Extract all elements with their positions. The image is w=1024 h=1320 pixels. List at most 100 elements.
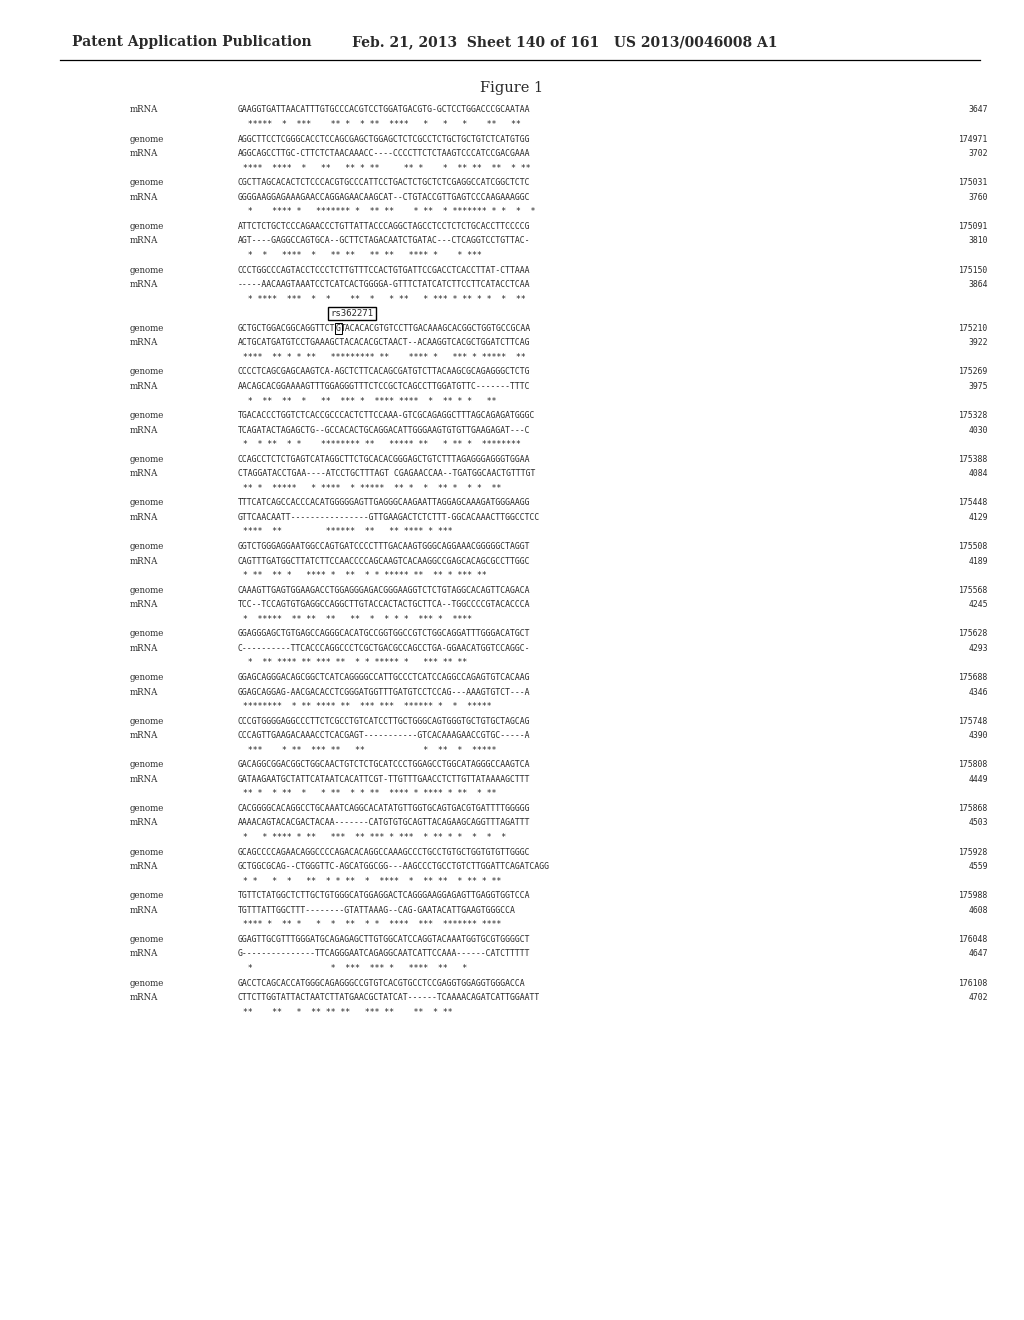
Text: 4129: 4129 [969,513,988,521]
Text: G---------------TTCAGGGAATCAGAGGCAATCATTCCAAA------CATCTTTTT: G---------------TTCAGGGAATCAGAGGCAATCATT… [238,949,530,958]
Text: genome: genome [130,178,165,187]
Text: CCCCTCAGCGAGCAAGTCA-AGCTCTTCACAGCGATGTCTTACAAGCGCAGAGGGCTCTG: CCCCTCAGCGAGCAAGTCA-AGCTCTTCACAGCGATGTCT… [238,367,530,376]
Text: CTAGGATACCTGAA----ATCCTGCTTTAGT CGAGAACCAA--TGATGGCAACTGTTTGT: CTAGGATACCTGAA----ATCCTGCTTTAGT CGAGAACC… [238,469,536,478]
Text: 4189: 4189 [969,557,988,565]
Text: mRNA: mRNA [130,818,159,828]
Text: GACCTCAGCACCATGGGCAGAGGGCCGTGTCACGTGCCTCCGAGGTGGAGGTGGGACCA: GACCTCAGCACCATGGGCAGAGGGCCGTGTCACGTGCCTC… [238,978,525,987]
Text: 175628: 175628 [958,630,988,639]
Text: 4702: 4702 [969,993,988,1002]
Text: 3760: 3760 [969,193,988,202]
Text: GGAGGGAGCTGTGAGCCAGGGCACATGCCGGTGGCCGTCTGGCAGGATTTGGGACATGCT: GGAGGGAGCTGTGAGCCAGGGCACATGCCGGTGGCCGTCT… [238,630,530,639]
Text: mRNA: mRNA [130,106,159,115]
Text: 175988: 175988 [958,891,988,900]
Text: mRNA: mRNA [130,425,159,434]
Text: mRNA: mRNA [130,381,159,391]
Text: 4647: 4647 [969,949,988,958]
Text: ATTCTCTGCTCCCAGAACCCTGTTATTACCCAGGCTAGCCTCCTCTCTGCACCTTCCCCG: ATTCTCTGCTCCCAGAACCCTGTTATTACCCAGGCTAGCC… [238,222,530,231]
Text: *                *  ***  *** *   ****  **   *: * * *** *** * **** ** * [238,964,467,973]
Text: CCCTGGCCCAGTACCTCCCTCTTGTTTCCACTGTGATTCCGACCTCACCTTAT-CTTAAA: CCCTGGCCCAGTACCTCCCTCTTGTTTCCACTGTGATTCC… [238,265,530,275]
Text: 175808: 175808 [958,760,988,770]
Text: 175328: 175328 [958,411,988,420]
Text: genome: genome [130,847,165,857]
Text: GCTGCTGGACGGCAGGTTCT: GCTGCTGGACGGCAGGTTCT [238,323,336,333]
Text: GGAGTTGCGTTTGGGATGCAGAGAGCTTGTGGCATCCAGGTACAAATGGTGCGTGGGGCT: GGAGTTGCGTTTGGGATGCAGAGAGCTTGTGGCATCCAGG… [238,935,530,944]
Text: mRNA: mRNA [130,993,159,1002]
Text: CTTCTTGGTATTACTAATCTTATGAACGCTATCAT------TCAAAACAGATCATTGGAATT: CTTCTTGGTATTACTAATCTTATGAACGCTATCAT-----… [238,993,541,1002]
Text: CACGGGGCACAGGCCTGCAAATCAGGCACATATGTTGGTGCAGTGACGTGATTTTGGGGG: CACGGGGCACAGGCCTGCAAATCAGGCACATATGTTGGTG… [238,804,530,813]
Text: mRNA: mRNA [130,236,159,246]
Text: 175868: 175868 [958,804,988,813]
Text: genome: genome [130,717,165,726]
Text: ********  * ** **** **  *** ***  ****** *  *  *****: ******** * ** **** ** *** *** ****** * *… [238,702,492,711]
Text: **** *  ** *   *  *  **  * *  ****  ***  ******* ****: **** * ** * * * ** * * **** *** ******* … [238,920,502,929]
Text: genome: genome [130,673,165,682]
Text: TGTTCTATGGCTCTTGCTGTGGGCATGGAGGACTCAGGGAAGGAGAGTTGAGGTGGTCCA: TGTTCTATGGCTCTTGCTGTGGGCATGGAGGACTCAGGGA… [238,891,530,900]
Text: genome: genome [130,367,165,376]
Text: Feb. 21, 2013  Sheet 140 of 161   US 2013/0046008 A1: Feb. 21, 2013 Sheet 140 of 161 US 2013/0… [352,36,777,49]
Text: 3647: 3647 [969,106,988,115]
Text: genome: genome [130,804,165,813]
Text: *  *****  ** **  **   **  *  * * *  *** *  ****: * ***** ** ** ** ** * * * * *** * **** [238,615,472,624]
Text: *  **  **  *   **  *** *  **** ****  *  ** * *   **: * ** ** * ** *** * **** **** * ** * * ** [238,396,497,405]
Text: 4559: 4559 [969,862,988,871]
Text: ****  ****  *   **   ** * **     ** *    *  ** **  **  * **: **** **** * ** ** * ** ** * * ** ** ** *… [238,164,530,173]
Text: *   * **** * **   ***  ** *** * ***  * ** * *  *  *  *: * * **** * ** *** ** *** * *** * ** * * … [238,833,506,842]
Text: GGAGCAGGAG-AACGACACCTCGGGATGGTTTGATGTCCTCCAG---AAAGTGTCT---A: GGAGCAGGAG-AACGACACCTCGGGATGGTTTGATGTCCT… [238,688,530,697]
Text: genome: genome [130,891,165,900]
Text: mRNA: mRNA [130,601,159,610]
Text: 176108: 176108 [958,978,988,987]
Text: 175269: 175269 [958,367,988,376]
Text: ** *  * **  *   * **  * * **  **** * **** * **  * **: ** * * ** * * ** * * ** **** * **** * **… [238,789,497,799]
Text: CAGTTTGATGGCTTATCTTCCAACCCCAGCAAGTCACAAGGCCGAGCACAGCGCCTTGGC: CAGTTTGATGGCTTATCTTCCAACCCCAGCAAGTCACAAG… [238,557,530,565]
Text: **    **   *  ** ** **   *** **    **  * **: ** ** * ** ** ** *** ** ** * ** [238,1007,453,1016]
Text: ***    * **  *** **   **            *  **  *  *****: *** * ** *** ** ** * ** * ***** [238,746,497,755]
Text: *  ** **** ** *** **  * * ***** *   *** ** **: * ** **** ** *** ** * * ***** * *** ** *… [238,659,467,668]
Text: 4346: 4346 [969,688,988,697]
Text: mRNA: mRNA [130,862,159,871]
Text: 176048: 176048 [958,935,988,944]
Text: TTTCATCAGCCACCCACATGGGGGAGTTGAGGGCAAGAATTAGGAGCAAAGATGGGAAGG: TTTCATCAGCCACCCACATGGGGGAGTTGAGGGCAAGAAT… [238,499,530,507]
Text: ****  **         ******  **   ** **** * ***: **** ** ****** ** ** **** * *** [238,528,453,536]
Text: GCTGGCGCAG--CTGGGTTC-AGCATGGCGG---AAGCCCTGCCTGTCTTGGATTCAGATCAGG: GCTGGCGCAG--CTGGGTTC-AGCATGGCGG---AAGCCC… [238,862,550,871]
Text: GTTCAACAATT----------------GTTGAAGACTCTCTTT-GGCACAAACTTGGCCTCC: GTTCAACAATT----------------GTTGAAGACTCTC… [238,513,541,521]
Text: genome: genome [130,454,165,463]
Text: genome: genome [130,935,165,944]
Text: GATAAGAATGCTATTCATAATCACATTCGT-TTGTTTGAACCTCTTGTTATAAAAGCTTT: GATAAGAATGCTATTCATAATCACATTCGT-TTGTTTGAA… [238,775,530,784]
Text: AACAGCACGGAAAAGTTTGGAGGGTTTCTCCGCTCAGCCTTGGATGTTC-------TTTC: AACAGCACGGAAAAGTTTGGAGGGTTTCTCCGCTCAGCCT… [238,381,530,391]
Text: 3922: 3922 [969,338,988,347]
Text: ****  ** * * **   ********* **    **** *   *** * *****  **: **** ** * * ** ********* ** **** * *** *… [238,352,525,362]
Text: TGTTTATTGGCTTT--------GTATTAAAG--CAG-GAATACATTGAAGTGGGCCA: TGTTTATTGGCTTT--------GTATTAAAG--CAG-GAA… [238,906,516,915]
Text: GCAGCCCCAGAACAGGCCCCAGACACAGGCCAAAGCCCTGCCTGTGCTGGTGTGTTGGGC: GCAGCCCCAGAACAGGCCCCAGACACAGGCCAAAGCCCTG… [238,847,530,857]
Text: 175031: 175031 [958,178,988,187]
Text: mRNA: mRNA [130,513,159,521]
Text: Figure 1: Figure 1 [480,81,544,95]
Text: mRNA: mRNA [130,280,159,289]
Text: GACAGGCGGACGGCTGGCAACTGTCTCTGCATCCCTGGAGCCTGGCATAGGGCCAAGTCA: GACAGGCGGACGGCTGGCAACTGTCTCTGCATCCCTGGAG… [238,760,530,770]
Text: 4390: 4390 [969,731,988,741]
Text: CAAAGTTGAGTGGAAGACCTGGAGGGAGACGGGAAGGTCTCTGTAGGCACAGTTCAGACA: CAAAGTTGAGTGGAAGACCTGGAGGGAGACGGGAAGGTCT… [238,586,530,594]
Text: TCAGATACTAGAGCTG--GCCACACTGCAGGACATTGGGAAGTGTGTTGAAGAGAT---C: TCAGATACTAGAGCTG--GCCACACTGCAGGACATTGGGA… [238,425,530,434]
Text: GGAGCAGGGACAGCGGCTCATCAGGGGCCATTGCCCTCATCCAGGCCAGAGTGTCACAAG: GGAGCAGGGACAGCGGCTCATCAGGGGCCATTGCCCTCAT… [238,673,530,682]
Text: mRNA: mRNA [130,644,159,653]
Text: C----------TTCACCCAGGCCCTCGCTGACGCCAGCCTGA-GGAACATGGTCCAGGC-: C----------TTCACCCAGGCCCTCGCTGACGCCAGCCT… [238,644,530,653]
Text: *    **** *   ******* *  ** **    * **  * ******* * *  *  *: * **** * ******* * ** ** * ** * ******* … [238,207,536,216]
Text: AGGCAGCCTTGC-CTTCTCTAACAAACC----CCCCTTCTCTAAGTCCCATCCGACGAAA: AGGCAGCCTTGC-CTTCTCTAACAAACC----CCCCTTCT… [238,149,530,158]
Text: 4449: 4449 [969,775,988,784]
Text: mRNA: mRNA [130,906,159,915]
Text: 175508: 175508 [958,543,988,550]
Text: *  * **  * *    ******** **   ***** **   * ** *  ********: * * ** * * ******** ** ***** ** * ** * *… [238,440,521,449]
Text: mRNA: mRNA [130,775,159,784]
Text: GGGGAAGGAGAAAGAACCAGGAGAACAAGCAT--CTGTACCGTTGAGTCCCAAGAAAGGC: GGGGAAGGAGAAAGAACCAGGAGAACAAGCAT--CTGTAC… [238,193,530,202]
Text: mRNA: mRNA [130,949,159,958]
Text: G: G [336,323,341,333]
Text: 175688: 175688 [958,673,988,682]
Text: * ****  ***  *  *    **  *   * **   * *** * ** * *  *  **: * **** *** * * ** * * ** * *** * ** * * … [238,294,525,304]
Text: mRNA: mRNA [130,688,159,697]
Text: 4608: 4608 [969,906,988,915]
Text: ** *  *****   * ****  * *****  ** *  *  ** *  * *  **: ** * ***** * **** * ***** ** * * ** * * … [238,484,502,492]
Text: 175388: 175388 [958,454,988,463]
Text: 175928: 175928 [958,847,988,857]
Text: mRNA: mRNA [130,338,159,347]
Text: 175210: 175210 [958,323,988,333]
Text: TGACACCCTGGTCTCACCGCCCACTCTTCCAAA-GTCGCAGAGGCTTTAGCAGAGATGGGC: TGACACCCTGGTCTCACCGCCCACTCTTCCAAA-GTCGCA… [238,411,536,420]
